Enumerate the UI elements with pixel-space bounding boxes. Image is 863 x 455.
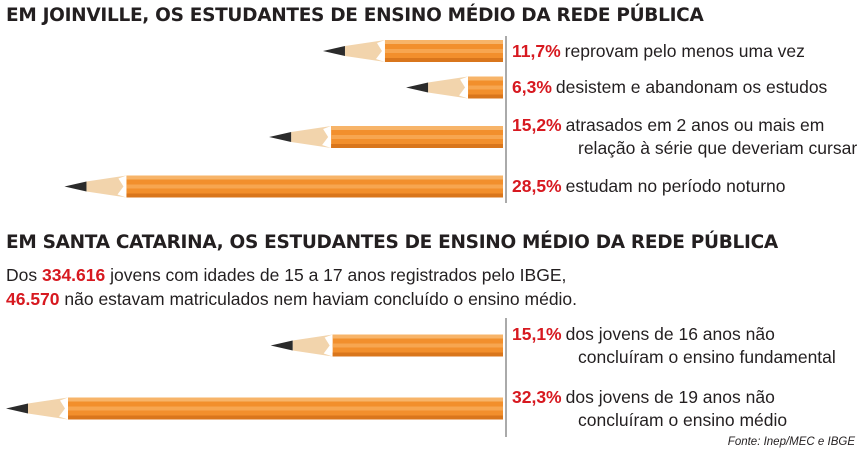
pencil-bar-0-1 — [406, 76, 503, 99]
bar-description-line: dos jovens de 19 anos não — [565, 386, 775, 407]
bar-label-0-0: 11,7% reprovam pelo menos uma vez — [512, 40, 805, 63]
bar-description-line: estudam no período noturno — [565, 176, 786, 196]
intro-prefix: Dos — [6, 265, 42, 285]
intro-line-1: Dos 334.616 jovens com idades de 15 a 17… — [6, 265, 566, 286]
bar-label-1-1: 32,3% dos jovens de 19 anos não concluíram… — [512, 386, 787, 432]
pencil-bar-0-3 — [64, 175, 504, 198]
bar-value-label: 6,3% — [512, 77, 552, 97]
intro-line-2-suffix: não estavam matriculados nem haviam conc… — [59, 289, 578, 309]
bar-description-line: concluíram o ensino médio — [578, 409, 788, 430]
bar-label-1-0: 15,1% dos jovens de 16 anos não concluíram… — [512, 323, 836, 369]
source-note: Fonte: Inep/MEC e IBGE — [727, 436, 855, 448]
bar-value-label: 28,5% — [512, 176, 562, 196]
bar-description-line: desistem e abandonam os estudos — [555, 77, 828, 97]
pencil-bar-1-1 — [6, 397, 503, 420]
bar-description-line: dos jovens de 16 anos não — [565, 323, 775, 344]
bar-description-line: relação à série que deveriam cursar — [578, 138, 858, 158]
bar-description-line: atrasados em 2 anos ou mais em — [565, 115, 825, 135]
intro-line-1-suffix: jovens com idades de 15 a 17 anos regist… — [105, 265, 567, 285]
intro-not-enrolled-number: 46.570 — [6, 289, 60, 309]
intro-total-number: 334.616 — [41, 265, 106, 285]
bar-label-0-1: 6,3% desistem e abandonam os estudos — [512, 76, 827, 99]
bar-label-0-3: 28,5% estudam no período noturno — [512, 175, 786, 198]
bar-description-line: reprovam pelo menos uma vez — [564, 40, 805, 61]
bar-value-label: 32,3% — [512, 386, 562, 407]
bar-value-label: 11,7% — [512, 40, 561, 61]
pencil-bar-1-0 — [270, 334, 503, 357]
chart-title-santa-catarina: EM SANTA CATARINA, OS ESTUDANTES DE ENSI… — [6, 232, 778, 253]
bar-label-0-2: 15,2% atrasados em 2 anos ou mais em relaç… — [512, 114, 857, 160]
pencil-bar-0-0 — [322, 40, 503, 62]
chart-title-joinville: EM JOINVILLE, OS ESTUDANTES DE ENSINO MÉ… — [6, 5, 704, 26]
intro-line-2: 46.570 não estavam matriculados nem havi… — [6, 289, 577, 310]
pencil-bar-0-2 — [269, 126, 503, 148]
bar-value-label: 15,2% — [512, 115, 562, 135]
bar-value-label: 15,1% — [512, 323, 562, 344]
bar-description-line: concluíram o ensino fundamental — [578, 346, 836, 367]
